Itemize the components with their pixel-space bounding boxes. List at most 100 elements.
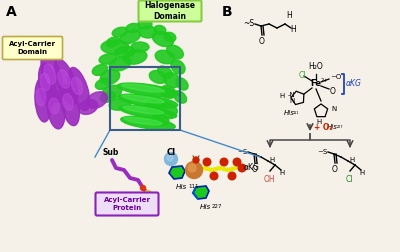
Text: H: H — [349, 157, 355, 163]
Text: ₂₂₇: ₂₂₇ — [337, 124, 344, 129]
Text: O: O — [330, 86, 336, 96]
Ellipse shape — [119, 105, 177, 119]
Circle shape — [228, 172, 236, 180]
Ellipse shape — [126, 23, 140, 33]
Ellipse shape — [109, 98, 131, 110]
Ellipse shape — [101, 40, 129, 54]
Text: Cl: Cl — [298, 71, 306, 79]
Ellipse shape — [122, 95, 164, 103]
Text: H: H — [279, 170, 285, 176]
Ellipse shape — [154, 25, 166, 35]
Text: OH: OH — [263, 175, 275, 184]
Ellipse shape — [176, 78, 188, 90]
Text: -N: -N — [288, 92, 296, 98]
Ellipse shape — [124, 117, 162, 125]
Text: His: His — [327, 124, 338, 130]
Ellipse shape — [95, 79, 111, 89]
Text: His: His — [176, 184, 187, 190]
Text: 111: 111 — [188, 184, 198, 189]
Ellipse shape — [106, 37, 120, 47]
Circle shape — [140, 185, 146, 191]
Ellipse shape — [102, 85, 122, 99]
Ellipse shape — [40, 73, 50, 91]
Ellipse shape — [118, 94, 178, 108]
Ellipse shape — [115, 46, 135, 57]
Text: His: His — [200, 204, 211, 210]
Ellipse shape — [164, 32, 176, 42]
Ellipse shape — [158, 66, 172, 78]
Ellipse shape — [120, 30, 140, 44]
Text: H: H — [279, 93, 285, 99]
Ellipse shape — [123, 106, 163, 114]
Bar — [110, 67, 180, 130]
Circle shape — [210, 172, 218, 180]
Text: O: O — [258, 37, 264, 46]
Ellipse shape — [117, 83, 179, 97]
Text: O: O — [252, 165, 258, 174]
Ellipse shape — [72, 77, 82, 95]
Circle shape — [188, 164, 196, 172]
Ellipse shape — [78, 100, 98, 114]
Text: Halogenase
Domain: Halogenase Domain — [144, 1, 196, 21]
Ellipse shape — [112, 27, 128, 37]
Text: 227: 227 — [212, 204, 222, 209]
Polygon shape — [193, 186, 209, 199]
Ellipse shape — [121, 116, 175, 130]
FancyBboxPatch shape — [96, 193, 158, 215]
Text: ~S: ~S — [243, 18, 254, 27]
Circle shape — [144, 191, 152, 198]
Ellipse shape — [49, 98, 59, 114]
Text: Cl: Cl — [166, 148, 176, 157]
Ellipse shape — [152, 32, 174, 47]
Text: αKG: αKG — [346, 79, 362, 88]
Text: Acyl-Carrier
Domain: Acyl-Carrier Domain — [8, 41, 56, 55]
Ellipse shape — [146, 101, 164, 113]
Ellipse shape — [171, 60, 185, 74]
Ellipse shape — [160, 86, 176, 98]
Text: + O₂: + O₂ — [314, 123, 333, 133]
Ellipse shape — [68, 68, 90, 111]
Text: A: A — [6, 5, 17, 19]
Ellipse shape — [138, 19, 152, 29]
Text: His: His — [284, 110, 295, 116]
Text: ~S: ~S — [317, 149, 327, 155]
Ellipse shape — [35, 78, 51, 122]
Ellipse shape — [109, 57, 131, 71]
Text: αKG: αKG — [244, 164, 260, 173]
Text: Cl: Cl — [345, 175, 353, 184]
Ellipse shape — [99, 54, 117, 64]
Ellipse shape — [92, 65, 108, 75]
Ellipse shape — [139, 26, 157, 38]
Text: H: H — [286, 11, 292, 20]
Ellipse shape — [54, 59, 78, 105]
Ellipse shape — [131, 42, 149, 52]
Text: ₁₁₁: ₁₁₁ — [293, 110, 299, 115]
Ellipse shape — [174, 91, 186, 103]
Circle shape — [167, 155, 173, 161]
Text: H: H — [269, 157, 275, 163]
Text: ~S: ~S — [237, 149, 247, 155]
Text: Acyl-Carrier
Protein: Acyl-Carrier Protein — [104, 197, 150, 211]
Ellipse shape — [47, 89, 65, 129]
Text: H₂O: H₂O — [309, 62, 323, 71]
Ellipse shape — [164, 73, 180, 87]
FancyBboxPatch shape — [2, 37, 62, 59]
Ellipse shape — [123, 50, 147, 64]
Ellipse shape — [155, 50, 175, 64]
Text: H: H — [290, 24, 296, 34]
Ellipse shape — [122, 84, 164, 92]
Text: H: H — [359, 170, 365, 176]
Circle shape — [186, 162, 202, 178]
Ellipse shape — [41, 52, 63, 102]
Ellipse shape — [61, 84, 79, 125]
Circle shape — [193, 157, 199, 163]
Ellipse shape — [36, 88, 46, 106]
Ellipse shape — [38, 63, 56, 107]
Circle shape — [233, 158, 241, 166]
Ellipse shape — [149, 71, 167, 83]
Ellipse shape — [86, 92, 108, 108]
Ellipse shape — [58, 70, 70, 88]
Text: N: N — [331, 106, 336, 112]
Text: O: O — [332, 165, 338, 174]
Circle shape — [220, 158, 228, 166]
